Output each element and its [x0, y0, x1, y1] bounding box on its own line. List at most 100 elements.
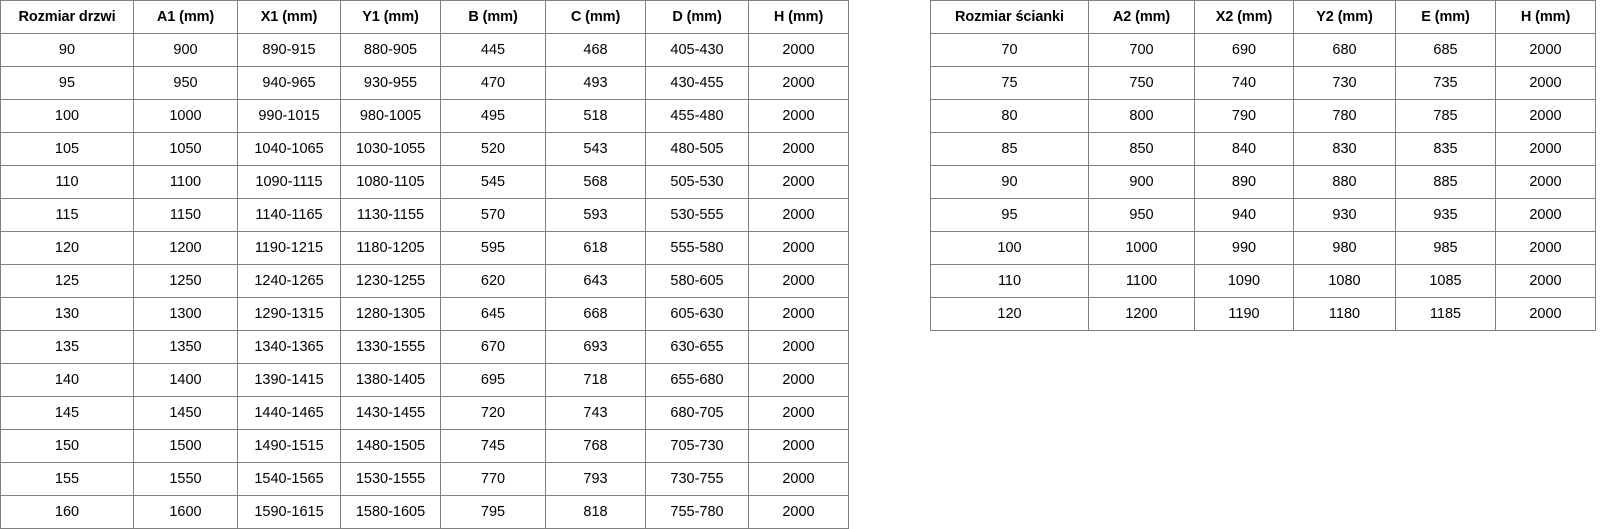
- table-row: 95 950 940-965 930-955 470 493 430-455 2000: [0, 66, 849, 100]
- table-cell: 745: [440, 429, 546, 463]
- table-cell: 1500: [133, 429, 238, 463]
- table-row: 120 1200 1190-1215 1180-1205 595 618 555-580 20…: [0, 231, 849, 265]
- table-cell: 1430-1455: [340, 396, 441, 430]
- table-cell: 2000: [748, 33, 849, 67]
- table-cell: 605-630: [645, 297, 749, 331]
- table-row: 110 1100 1090-1115 1080-1105 545 568 505-530 20…: [0, 165, 849, 199]
- column-header-h: H (mm): [748, 0, 849, 34]
- table-cell: 1290-1315: [237, 297, 341, 331]
- table-cell: 818: [545, 495, 646, 529]
- table-cell: 1180-1205: [340, 231, 441, 265]
- table-cell: 2000: [1495, 198, 1596, 232]
- table-cell: 990-1015: [237, 99, 341, 133]
- table-cell: 840: [1194, 132, 1294, 166]
- table-cell: 1030-1055: [340, 132, 441, 166]
- table-cell: 445: [440, 33, 546, 67]
- table-cell: 160: [0, 495, 134, 529]
- table-cell: 1480-1505: [340, 429, 441, 463]
- table-cell: 1580-1605: [340, 495, 441, 529]
- table-cell: 890-915: [237, 33, 341, 67]
- table-cell: 690: [1194, 33, 1294, 67]
- table-cell: 1380-1405: [340, 363, 441, 397]
- table-cell: 2000: [1495, 231, 1596, 265]
- table-cell: 470: [440, 66, 546, 100]
- table-cell: 140: [0, 363, 134, 397]
- doors-table-container: Rozmiar drzwi A1 (mm) X1 (mm) Y1 (mm) B …: [0, 0, 849, 529]
- table-cell: 1050: [133, 132, 238, 166]
- table-row: 105 1050 1040-1065 1030-1055 520 543 480-505 20…: [0, 132, 849, 166]
- table-cell: 1550: [133, 462, 238, 496]
- table-row: 120 1200 1190 1180 1185 2000: [930, 297, 1596, 331]
- table-cell: 1590-1615: [237, 495, 341, 529]
- table-cell: 935: [1395, 198, 1496, 232]
- table-cell: 2000: [1495, 132, 1596, 166]
- table-cell: 1540-1565: [237, 462, 341, 496]
- table-cell: 880-905: [340, 33, 441, 67]
- table-cell: 80: [930, 99, 1089, 133]
- doors-dimensions-table: Rozmiar drzwi A1 (mm) X1 (mm) Y1 (mm) B …: [0, 0, 849, 529]
- panels-dimensions-table: Rozmiar ścianki A2 (mm) X2 (mm) Y2 (mm) …: [930, 0, 1596, 331]
- table-row: 115 1150 1140-1165 1130-1155 570 593 530-555 20…: [0, 198, 849, 232]
- table-cell: 695: [440, 363, 546, 397]
- table-cell: 2000: [1495, 66, 1596, 100]
- table-cell: 468: [545, 33, 646, 67]
- table-cell: 940-965: [237, 66, 341, 100]
- table-header-row: Rozmiar ścianki A2 (mm) X2 (mm) Y2 (mm) …: [930, 0, 1596, 34]
- column-header-h: H (mm): [1495, 0, 1596, 34]
- table-cell: 120: [930, 297, 1089, 331]
- column-header-c: C (mm): [545, 0, 646, 34]
- table-cell: 980-1005: [340, 99, 441, 133]
- table-cell: 1600: [133, 495, 238, 529]
- column-header-rozmiar-drzwi: Rozmiar drzwi: [0, 0, 134, 34]
- column-header-y2: Y2 (mm): [1293, 0, 1396, 34]
- table-cell: 1040-1065: [237, 132, 341, 166]
- table-cell: 1090: [1194, 264, 1294, 298]
- table-cell: 115: [0, 198, 134, 232]
- table-row: 80 800 790 780 785 2000: [930, 99, 1596, 133]
- column-header-a2: A2 (mm): [1088, 0, 1195, 34]
- column-header-e: E (mm): [1395, 0, 1496, 34]
- table-cell: 455-480: [645, 99, 749, 133]
- table-cell: 75: [930, 66, 1089, 100]
- table-cell: 1440-1465: [237, 396, 341, 430]
- table-cell: 520: [440, 132, 546, 166]
- table-cell: 1140-1165: [237, 198, 341, 232]
- table-cell: 85: [930, 132, 1089, 166]
- table-cell: 2000: [748, 99, 849, 133]
- table-cell: 110: [0, 165, 134, 199]
- table-cell: 750: [1088, 66, 1195, 100]
- table-cell: 480-505: [645, 132, 749, 166]
- table-cell: 885: [1395, 165, 1496, 199]
- table-row: 150 1500 1490-1515 1480-1505 745 768 705-730 20…: [0, 429, 849, 463]
- table-cell: 2000: [1495, 33, 1596, 67]
- table-cell: 1350: [133, 330, 238, 364]
- table-cell: 780: [1293, 99, 1396, 133]
- table-cell: 1085: [1395, 264, 1496, 298]
- table-cell: 2000: [748, 297, 849, 331]
- table-row: 95 950 940 930 935 2000: [930, 198, 1596, 232]
- table-cell: 1150: [133, 198, 238, 232]
- table-cell: 90: [0, 33, 134, 67]
- table-cell: 430-455: [645, 66, 749, 100]
- table-cell: 755-780: [645, 495, 749, 529]
- table-cell: 700: [1088, 33, 1195, 67]
- table-cell: 580-605: [645, 264, 749, 298]
- table-cell: 2000: [748, 132, 849, 166]
- table-cell: 405-430: [645, 33, 749, 67]
- column-header-x1: X1 (mm): [237, 0, 341, 34]
- table-cell: 2000: [748, 462, 849, 496]
- table-cell: 555-580: [645, 231, 749, 265]
- column-header-a1: A1 (mm): [133, 0, 238, 34]
- table-cell: 110: [930, 264, 1089, 298]
- panels-table-container: Rozmiar ścianki A2 (mm) X2 (mm) Y2 (mm) …: [930, 0, 1596, 331]
- table-cell: 2000: [748, 330, 849, 364]
- table-cell: 790: [1194, 99, 1294, 133]
- table-cell: 940: [1194, 198, 1294, 232]
- table-cell: 1090-1115: [237, 165, 341, 199]
- column-header-d: D (mm): [645, 0, 749, 34]
- table-cell: 1330-1555: [340, 330, 441, 364]
- panels-table-body: 70 700 690 680 685 2000 75 750 740 730 735 2000 80 80…: [930, 33, 1596, 331]
- table-cell: 645: [440, 297, 546, 331]
- table-cell: 643: [545, 264, 646, 298]
- table-cell: 518: [545, 99, 646, 133]
